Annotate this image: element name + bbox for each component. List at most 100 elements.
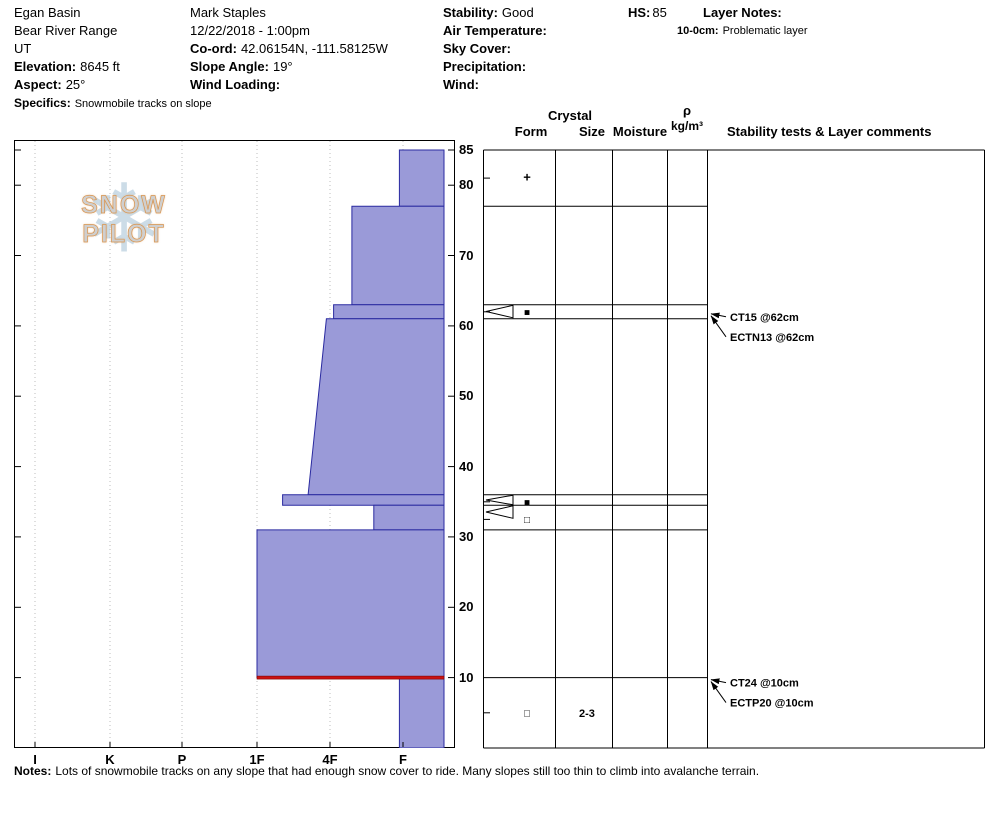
stability-label: Stability: <box>443 5 498 20</box>
hardness-tick-label: P <box>177 752 187 767</box>
test-pointer-arrow <box>710 315 727 338</box>
depth-tick-label: 10 <box>459 669 474 685</box>
snow-layer-85-77cm <box>398 149 445 207</box>
hardness-tick-label: I <box>33 752 37 767</box>
depth-tick-label: 70 <box>459 247 474 263</box>
hardness-profile-chart: ❄ SNOW PILOT <box>14 140 455 748</box>
specifics-row: Specifics: Snowmobile tracks on slope <box>14 95 212 110</box>
snow-layer-34.5-31cm <box>373 504 445 531</box>
coord-row: Co-ord: 42.06154N, -111.58125W <box>190 41 388 56</box>
snowpilot-logo-text: SNOW PILOT <box>81 191 167 249</box>
coord-label: Co-ord: <box>190 41 237 56</box>
stability-test-result: CT15 @62cm <box>730 312 799 324</box>
hardness-tick-label: 4F <box>322 752 338 767</box>
layer-notes-label: Layer Notes: <box>703 5 782 20</box>
air-temperature-row: Air Temperature: <box>443 23 551 38</box>
grain-form-symbol: ■ <box>524 497 530 508</box>
snow-layer-36-34.5cm <box>282 494 445 506</box>
hardness-axis: I K P 1F 4F F <box>14 750 455 768</box>
aspect-value: 25° <box>65 77 86 92</box>
notes-text: Lots of snowmobile tracks on any slope t… <box>55 764 760 778</box>
slope-angle-row: Slope Angle: 19° <box>190 59 293 74</box>
snow-layer-31-10cm <box>256 529 445 679</box>
hardness-tick-label: F <box>399 752 407 767</box>
location-name: Egan Basin <box>14 5 81 20</box>
layer-notes-text: Problematic layer <box>722 25 808 37</box>
slope-angle-value: 19° <box>272 59 293 74</box>
grain-size-label: 2-3 <box>579 708 595 720</box>
snow-layer-10-0cm <box>398 677 445 748</box>
stability-test-result: ECTP20 @10cm <box>730 698 814 710</box>
grain-form-symbol: □ <box>524 515 530 526</box>
depth-tick-label: 40 <box>459 458 474 474</box>
hardness-tick-label: 1F <box>249 752 265 767</box>
precipitation-label: Precipitation: <box>443 59 527 74</box>
observation-datetime: 12/22/2018 - 1:00pm <box>190 23 310 38</box>
depth-tick-label: 80 <box>459 177 474 193</box>
stability-test-result: CT24 @10cm <box>730 678 799 690</box>
location-range: Bear River Range <box>14 23 118 38</box>
depth-tick-label: 60 <box>459 317 474 333</box>
stability-tests-header: Stability tests & Layer comments <box>727 124 932 139</box>
depth-axis: 10 20 30 40 50 60 70 80 85 <box>456 140 486 748</box>
slope-angle-label: Slope Angle: <box>190 59 269 74</box>
flagged-layer-pointer-icon <box>485 304 514 319</box>
test-pointer-arrow <box>710 681 727 703</box>
density-symbol-header: ρ <box>682 103 692 118</box>
snow-layer-77-63cm <box>351 205 445 306</box>
flagged-layer-pointer-icon <box>485 505 514 519</box>
notes-row: Notes: Lots of snowmobile tracks on any s… <box>14 764 759 778</box>
notes-label: Notes: <box>14 764 52 778</box>
plot-border <box>14 140 455 748</box>
wind-label: Wind: <box>443 77 479 92</box>
snowflake-icon: ❄ <box>84 166 164 273</box>
sky-cover-row: Sky Cover: <box>443 41 515 56</box>
snow-layer-61-36cm <box>307 318 445 496</box>
wind-loading-row: Wind Loading: <box>190 77 284 92</box>
specifics-label: Specifics: <box>14 96 71 110</box>
observer-name: Mark Staples <box>190 5 266 20</box>
sky-cover-label: Sky Cover: <box>443 41 511 56</box>
depth-tick-label: 30 <box>459 528 474 544</box>
layer-data-panel: + ■ ■ □ □ 2-3 CT15 @62cm ECTN13 @62cm CT24 @10cm… <box>483 149 985 749</box>
wind-row: Wind: <box>443 77 483 92</box>
stability-test-result: ECTN13 @62cm <box>730 332 814 344</box>
test-pointer-arrow <box>710 312 727 319</box>
location-state: UT <box>14 41 32 56</box>
crystal-header: Crystal <box>547 108 593 123</box>
layer-notes-depth: 10-0cm: <box>677 25 719 37</box>
flagged-layer-pointer-icon <box>485 494 514 506</box>
stability-value: Good <box>501 5 534 20</box>
elevation-label: Elevation: <box>14 59 77 74</box>
elevation-value: 8645 ft <box>80 59 120 74</box>
aspect-row: Aspect: 25° <box>14 77 85 92</box>
test-pointer-arrow <box>710 678 727 685</box>
grain-form-symbol: + <box>523 170 531 185</box>
depth-tick-label: 50 <box>459 388 474 404</box>
moisture-header: Moisture <box>612 124 668 139</box>
hs-row: HS: 85 <box>628 5 667 20</box>
depth-tick-label: 85 <box>459 142 474 157</box>
size-header: Size <box>578 124 605 139</box>
problematic-layer-marker <box>256 675 445 680</box>
precipitation-row: Precipitation: <box>443 59 530 74</box>
form-header: Form <box>514 124 548 139</box>
depth-tick-label: 20 <box>459 599 474 615</box>
snowpilot-logo: ❄ SNOW PILOT <box>38 172 210 267</box>
profile-plot-svg <box>14 140 455 748</box>
wind-loading-label: Wind Loading: <box>190 77 281 92</box>
hs-label: HS: <box>628 5 651 20</box>
coord-value: 42.06154N, -111.58125W <box>240 41 388 56</box>
stability-row: Stability: Good <box>443 5 534 20</box>
grain-form-symbol: ■ <box>524 307 530 318</box>
aspect-label: Aspect: <box>14 77 62 92</box>
air-temperature-label: Air Temperature: <box>443 23 547 38</box>
hardness-tick-label: K <box>105 752 115 767</box>
grain-form-symbol: □ <box>524 708 530 719</box>
snow-layer-63-61cm <box>333 304 445 320</box>
density-unit-header: kg/m³ <box>670 119 703 133</box>
hs-value: 85 <box>652 5 667 20</box>
layer-notes-entry: 10-0cm: Problematic layer <box>677 25 808 37</box>
specifics-value: Snowmobile tracks on slope <box>74 98 212 110</box>
